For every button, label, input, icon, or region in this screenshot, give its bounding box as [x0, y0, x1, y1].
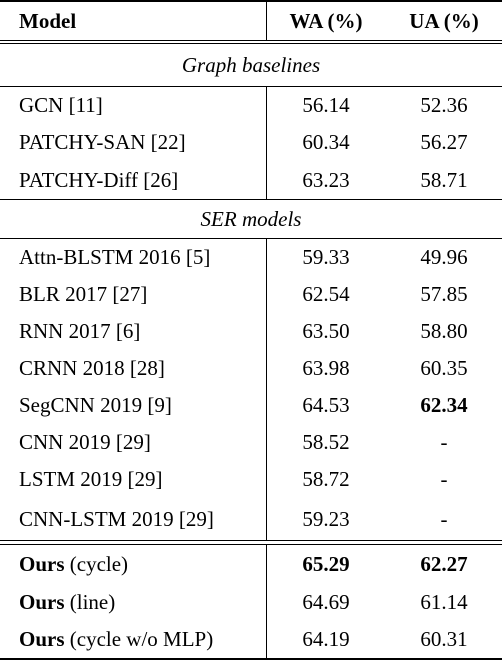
- ua-cell: 60.35: [420, 356, 468, 380]
- model-cell: PATCHY-SAN [22]: [19, 130, 186, 154]
- header-ua: UA (%): [409, 8, 479, 33]
- ours-variant: (cycle w/o MLP): [64, 627, 214, 651]
- table-row: CNN-LSTM 2019 [29] 59.23 -: [0, 498, 502, 540]
- ua-cell: 61.14: [420, 590, 468, 614]
- ours-variant: (line): [64, 590, 116, 614]
- model-cell: RNN 2017 [6]: [19, 319, 141, 343]
- table-row: CNN 2019 [29] 58.52 -: [0, 424, 502, 461]
- wa-cell: 59.33: [302, 245, 350, 269]
- ours-rule-1: [0, 540, 502, 541]
- header-rule-2: [0, 43, 502, 44]
- wa-cell: 63.98: [302, 356, 350, 380]
- ua-cell: 60.31: [420, 627, 468, 651]
- col-separator-header: [266, 2, 267, 40]
- wa-cell: 64.69: [302, 590, 350, 614]
- table-row: PATCHY-Diff [26] 63.23 58.71: [0, 161, 502, 199]
- model-cell: LSTM 2019 [29]: [19, 467, 163, 491]
- section-title-ser-models: SER models: [200, 206, 302, 231]
- header-row: Model WA (%) UA (%): [0, 2, 502, 40]
- model-cell: BLR 2017 [27]: [19, 282, 148, 306]
- wa-cell: 63.23: [302, 167, 350, 192]
- ua-cell: 57.85: [420, 282, 468, 306]
- model-cell: Ours (cycle): [19, 545, 128, 584]
- model-cell: Attn-BLSTM 2016 [5]: [19, 245, 211, 269]
- ua-cell: -: [440, 506, 448, 531]
- ua-cell: 62.27: [420, 552, 468, 576]
- model-cell: PATCHY-Diff [26]: [19, 167, 179, 192]
- ua-cell: 52.36: [420, 93, 468, 117]
- table-row-ours: Ours (line) 64.69 61.14: [0, 584, 502, 621]
- ua-cell: 58.71: [420, 167, 468, 192]
- wa-cell: 64.19: [302, 627, 350, 651]
- wa-cell: 64.53: [302, 393, 350, 417]
- col-separator-ser: [266, 239, 267, 540]
- ua-cell: -: [440, 430, 448, 454]
- ours-label: Ours: [19, 627, 65, 651]
- table-row-ours: Ours (cycle) 65.29 62.27: [0, 545, 502, 584]
- wa-cell: 65.29: [302, 552, 350, 576]
- wa-cell: 59.23: [302, 506, 350, 531]
- model-cell: Ours (cycle w/o MLP): [19, 621, 213, 658]
- ours-label: Ours: [19, 552, 65, 576]
- ua-cell: 62.34: [420, 393, 468, 417]
- top-rule: [0, 0, 502, 2]
- wa-cell: 63.50: [302, 319, 350, 343]
- table-row: RNN 2017 [6] 63.50 58.80: [0, 313, 502, 350]
- wa-cell: 58.72: [302, 467, 350, 491]
- wa-cell: 60.34: [302, 130, 350, 154]
- section-rule-graph: [0, 86, 502, 87]
- header-model: Model: [19, 8, 77, 33]
- table-row: BLR 2017 [27] 62.54 57.85: [0, 276, 502, 313]
- table-row: Attn-BLSTM 2016 [5] 59.33 49.96: [0, 239, 502, 276]
- ours-variant: (cycle): [64, 552, 129, 576]
- model-cell: SegCNN 2019 [9]: [19, 393, 172, 417]
- table-row-ours: Ours (cycle w/o MLP) 64.19 60.31: [0, 621, 502, 658]
- header-rule-1: [0, 40, 502, 41]
- table-row: SegCNN 2019 [9] 64.53 62.34: [0, 387, 502, 424]
- bottom-rule: [0, 658, 502, 660]
- section-rule-ser: [0, 238, 502, 239]
- ua-cell: 49.96: [420, 245, 468, 269]
- table-row: GCN [11] 56.14 52.36: [0, 87, 502, 124]
- model-cell: CNN-LSTM 2019 [29]: [19, 506, 214, 531]
- col-separator-ours: [266, 545, 267, 658]
- header-wa: WA (%): [289, 8, 363, 33]
- table-row: LSTM 2019 [29] 58.72 -: [0, 461, 502, 498]
- section-title-graph-baselines: Graph baselines: [181, 52, 321, 77]
- ours-label: Ours: [19, 590, 65, 614]
- table-row: PATCHY-SAN [22] 60.34 56.27: [0, 124, 502, 161]
- model-cell: CNN 2019 [29]: [19, 430, 151, 454]
- section-rule-end-graph: [0, 199, 502, 200]
- ours-rule-2: [0, 544, 502, 545]
- ua-cell: 56.27: [420, 130, 468, 154]
- wa-cell: 56.14: [302, 93, 350, 117]
- ua-cell: 58.80: [420, 319, 468, 343]
- model-cell: CRNN 2018 [28]: [19, 356, 165, 380]
- wa-cell: 58.52: [302, 430, 350, 454]
- table-row: CRNN 2018 [28] 63.98 60.35: [0, 350, 502, 387]
- wa-cell: 62.54: [302, 282, 350, 306]
- col-separator-graph: [266, 87, 267, 199]
- model-cell: Ours (line): [19, 584, 115, 621]
- ua-cell: -: [440, 467, 448, 491]
- model-cell: GCN [11]: [19, 93, 103, 117]
